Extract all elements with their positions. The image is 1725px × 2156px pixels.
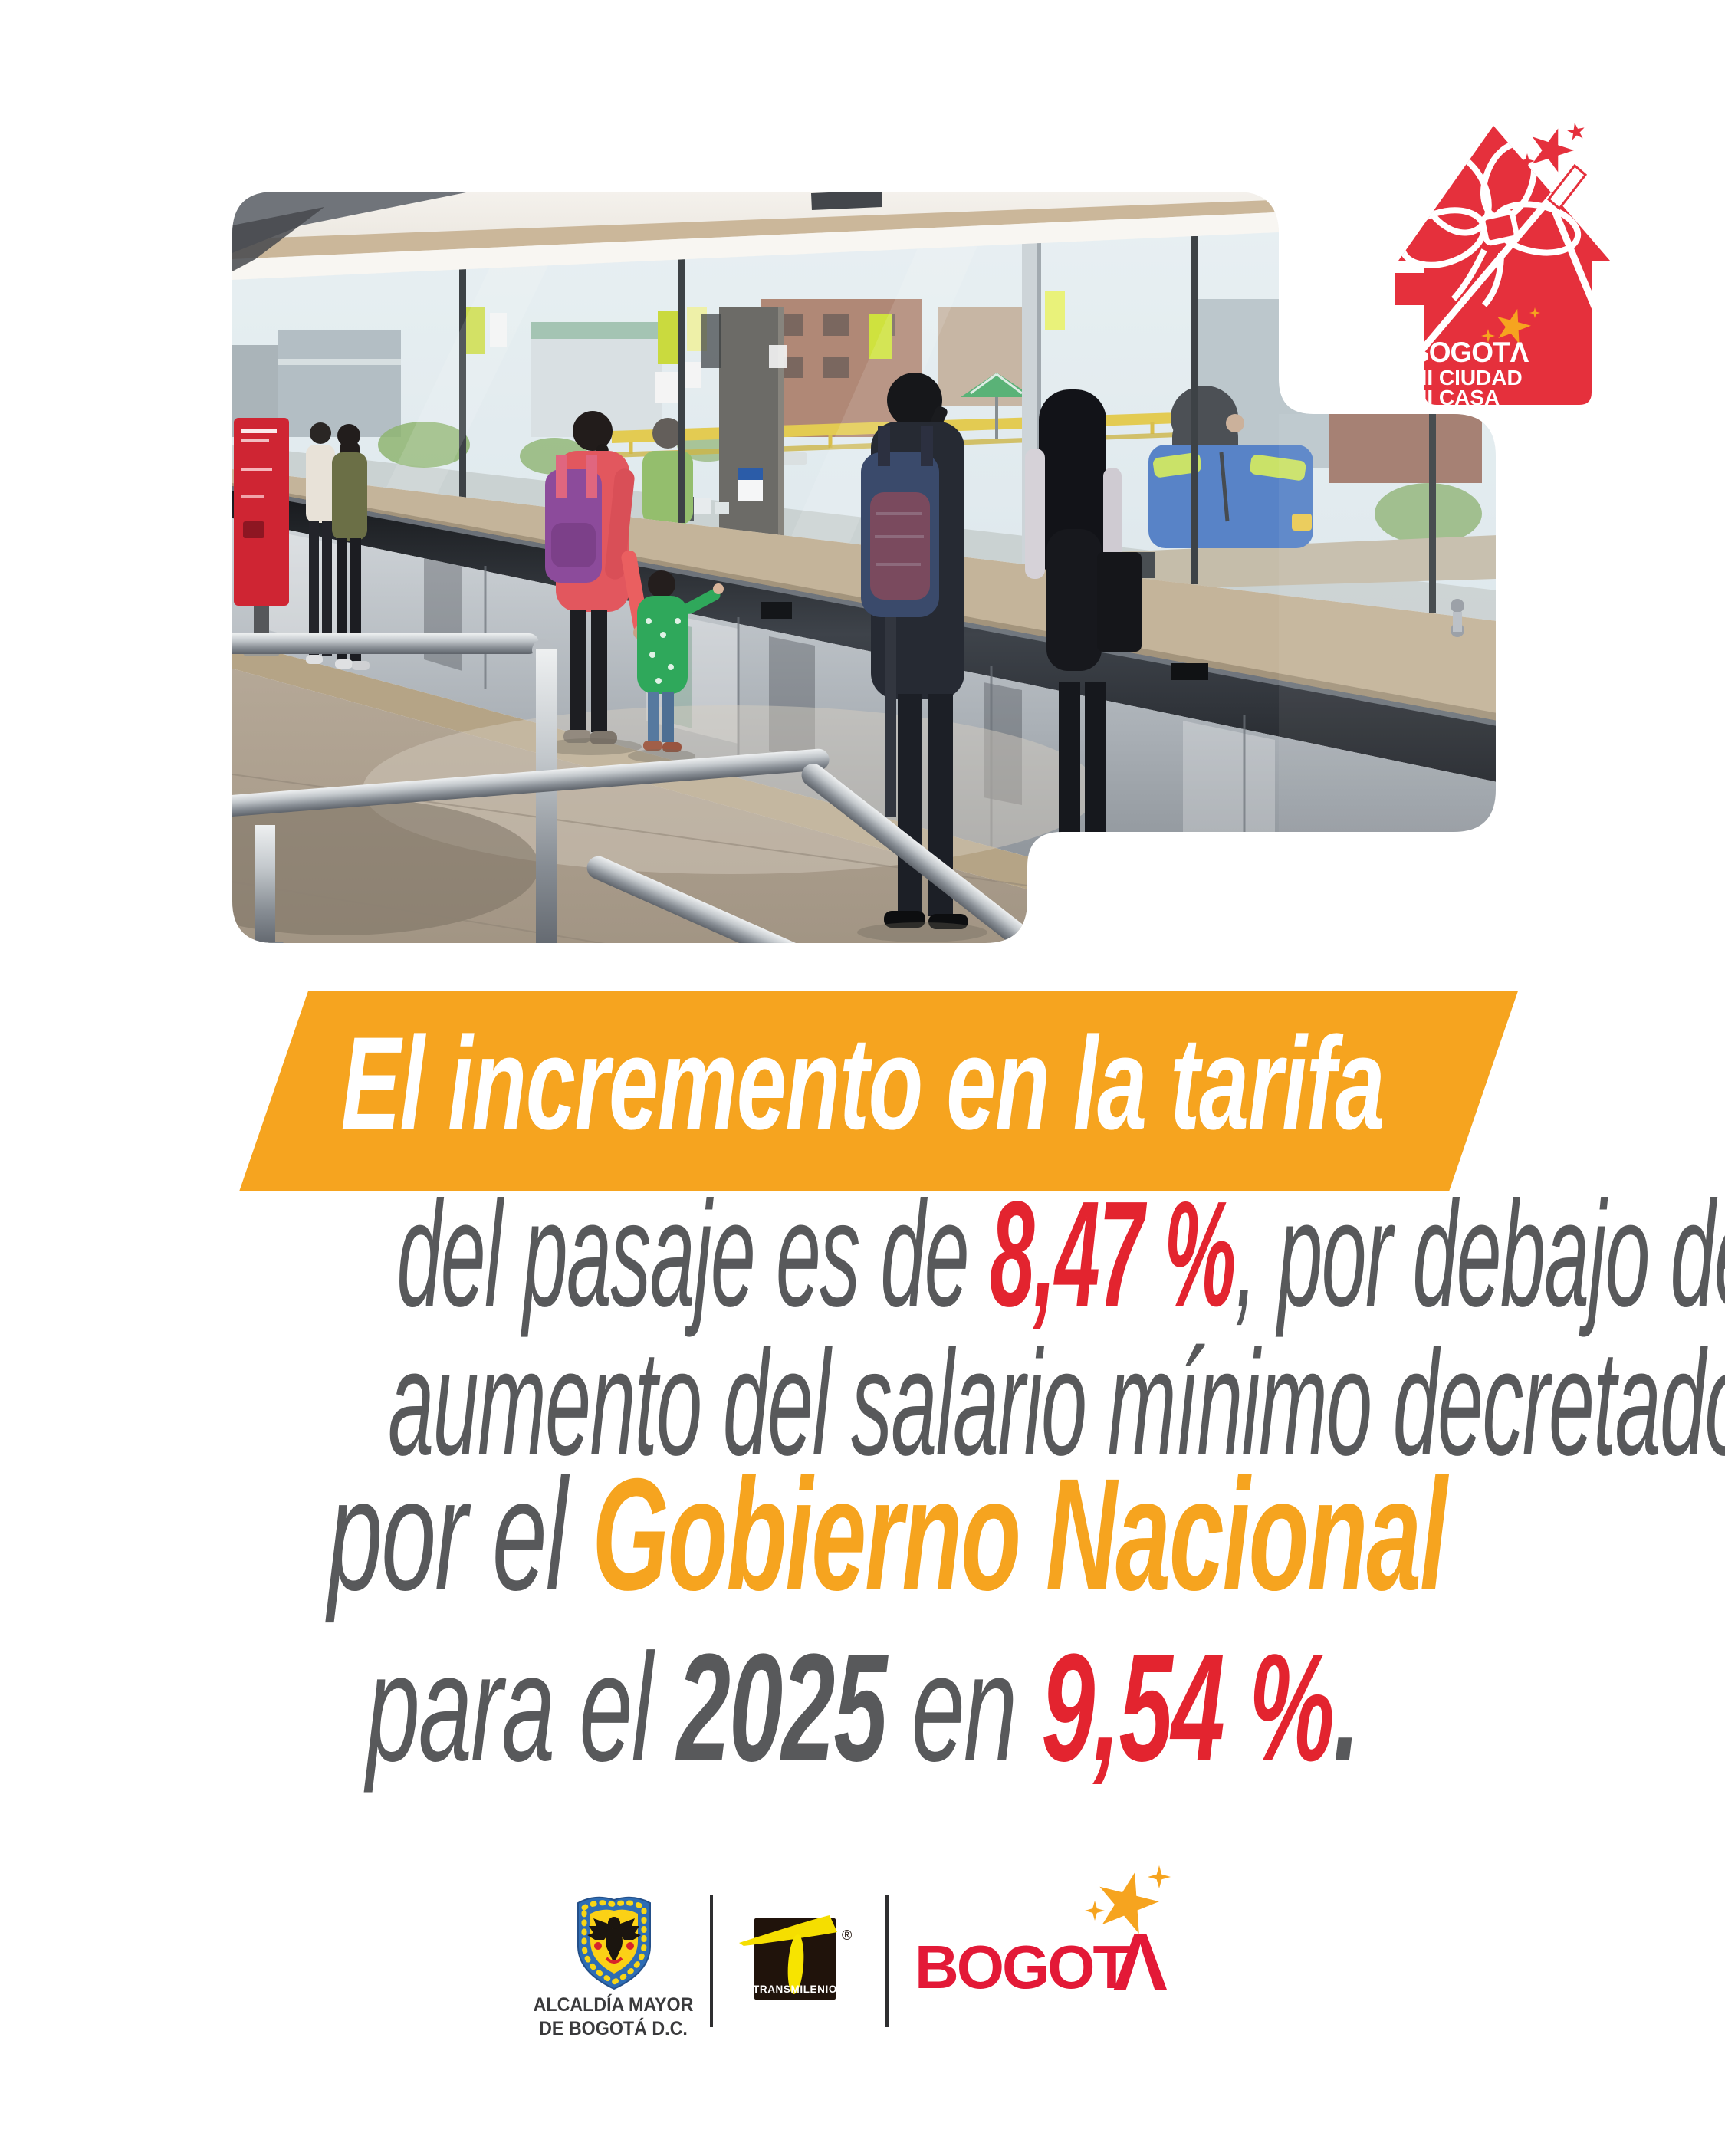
bogota-wordmark-a: Λ [1113, 1917, 1168, 2007]
child-green-coat [628, 570, 724, 763]
body-line-3: por el Gobierno Nacional [327, 1446, 1447, 1624]
railings [232, 633, 1066, 943]
station-photo [232, 192, 1496, 943]
umbrella [961, 373, 1033, 397]
background-passengers [306, 422, 370, 670]
footer-divider-2 [886, 1895, 889, 2027]
tm-label: TRANSMILENIO [753, 1983, 837, 1995]
attendant-blue [1148, 386, 1313, 548]
tm-stem [787, 1934, 804, 1994]
body-line-1: del pasaje es de 8,47 %, por debajo del [396, 1170, 1725, 1338]
house-tagline-2: MI CASA [1409, 386, 1500, 409]
alcaldia-label: ALCALDÍA MAYOR DE BOGOTÁ D.C. [507, 1993, 721, 2041]
bogota-stars [1085, 1865, 1171, 1937]
glass-mullions [459, 225, 1436, 613]
alcaldia-line2: DE BOGOTÁ D.C. [539, 2018, 688, 2039]
transmilenio-logo: TRANSMILENIO ® [739, 1915, 852, 2000]
ceiling [232, 192, 1496, 280]
house-brand: BOGOTΛ [1409, 337, 1530, 368]
bogota-wordmark: BOGOT [915, 1933, 1130, 2001]
alcaldia-line1: ALCALDÍA MAYOR [533, 1994, 694, 2016]
bogota-mi-ciudad-mi-casa-logo: BOGOTΛ MI CIUDAD MI CASA [1395, 121, 1610, 409]
ribbon-tail [1546, 163, 1588, 211]
highlight-gobierno: Gobierno Nacional [592, 1446, 1447, 1624]
footer-divider-1 [710, 1895, 713, 2027]
highlight-2025: 2025 [676, 1622, 888, 1793]
man-suit-phone [857, 373, 987, 942]
headline-text: El incremento en la tarifa [276, 985, 1449, 1181]
headline-label: El incremento en la tarifa [340, 1009, 1385, 1157]
ticket-machine [234, 418, 289, 656]
body-line-4: para el 2025 en 9,54 %. [366, 1622, 1360, 1793]
highlight-954: 9,54 % [1041, 1622, 1335, 1793]
house-tagline-1: MI CIUDAD [1409, 366, 1523, 389]
body-line-2: aumento del salario mínimo decretado [388, 1319, 1725, 1487]
registered-mark: ® [842, 1928, 852, 1943]
woman-pink-jacket [540, 411, 649, 755]
eagle [587, 1917, 641, 1964]
alcaldia-coat-of-arms [577, 1896, 651, 1990]
tm-swoosh [739, 1915, 837, 1946]
highlight-847: 8,47 % [989, 1170, 1237, 1338]
